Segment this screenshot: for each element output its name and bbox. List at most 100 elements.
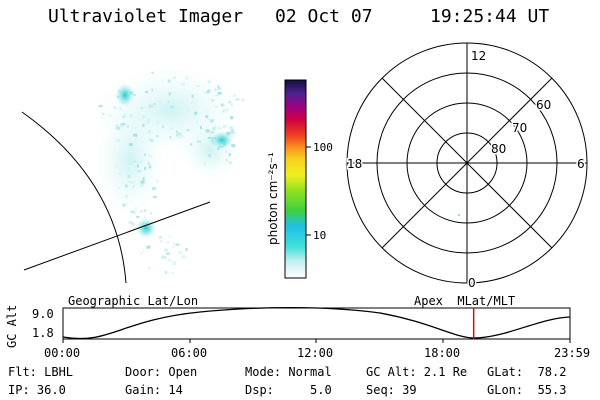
instrument-title: Ultraviolet Imager <box>48 6 244 27</box>
aurora-speckle <box>148 137 151 140</box>
aurora-speckle <box>169 135 172 139</box>
aurora-speckle <box>217 86 221 90</box>
colorbar: 100 10 photon cm⁻²s⁻¹ <box>266 79 333 279</box>
altitude-timeline <box>62 306 571 343</box>
aurora-speckle <box>169 105 173 109</box>
aurora-speckle <box>212 127 216 131</box>
date-label: 02 Oct 07 <box>275 6 373 27</box>
aurora-speckle <box>135 137 139 141</box>
aurora-speckle <box>165 271 168 275</box>
aurora-speckle <box>139 180 143 183</box>
earth-limb-line <box>21 111 127 284</box>
aurora-speckle <box>240 98 245 102</box>
aurora-speckle <box>214 105 218 108</box>
aurora-speckle <box>173 242 176 246</box>
aurora-speckle <box>124 202 128 206</box>
aurora-speckle <box>134 212 137 215</box>
status-ip: IP: 36.0 <box>8 383 66 397</box>
aurora-speckle <box>148 154 153 158</box>
aurora-speckle <box>117 172 121 175</box>
aurora-speckle <box>142 177 145 181</box>
aurora-speckle <box>228 153 231 157</box>
mlt-label-18: 18 <box>347 157 362 171</box>
aurora-speckle <box>125 194 129 198</box>
aurora-speckle <box>207 118 210 121</box>
aurora-speckle <box>185 248 188 251</box>
aurora-speckle <box>214 126 219 129</box>
x-tick-label: 12:00 <box>297 346 334 360</box>
aurora-speckle <box>137 170 142 173</box>
aurora-speckle <box>182 255 186 259</box>
aurora-speckle <box>220 103 225 107</box>
aurora-image <box>21 65 245 284</box>
aurora-speckle <box>98 105 103 108</box>
aurora-bright-spot <box>210 131 234 149</box>
aurora-speckle <box>138 164 140 167</box>
aurora-speckle <box>130 210 134 213</box>
aurora-bright-spot <box>115 83 135 107</box>
aurora-speckle <box>152 187 157 190</box>
aurora-speckle <box>167 259 172 262</box>
aurora-speckle <box>176 243 180 246</box>
aurora-speckle <box>142 123 145 127</box>
aurora-speckle <box>214 88 217 91</box>
colorbar-unit-label: photon cm⁻²s⁻¹ <box>266 152 280 245</box>
aurora-speckle <box>230 131 235 135</box>
aurora-speckle <box>235 98 240 101</box>
mlat-label-80: 80 <box>491 142 506 156</box>
polar-emission-dot <box>458 214 460 216</box>
aurora-speckle <box>135 206 138 209</box>
aurora-speckle <box>117 187 120 190</box>
aurora-speckle <box>210 120 214 123</box>
aurora-speckle <box>203 162 206 166</box>
aurora-speckle <box>159 236 162 239</box>
time-label: 19:25:44 UT <box>430 6 550 27</box>
aurora-speckle <box>151 88 154 92</box>
aurora-speckle <box>139 183 144 187</box>
aurora-speckle <box>129 114 134 118</box>
timeline-ymin: 1.8 <box>32 326 54 340</box>
timeline-apex-title: Apex MLat/MLT <box>414 294 516 308</box>
polar-diagonal <box>381 77 553 249</box>
aurora-speckle <box>132 185 135 188</box>
aurora-speckle <box>113 106 116 109</box>
aurora-speckle <box>196 85 200 87</box>
aurora-speckle <box>165 252 170 255</box>
polar-labels: 12 18 6 0 60 70 80 <box>346 48 587 292</box>
aurora-speckle <box>153 112 157 115</box>
aurora-speckle <box>160 240 162 243</box>
aurora-speckle <box>140 106 143 109</box>
aurora-speckle <box>119 167 122 171</box>
aurora-speckle <box>217 127 222 130</box>
aurora-speckle <box>152 105 155 108</box>
aurora-speckle <box>228 126 233 129</box>
aurora-speckle <box>139 160 144 164</box>
x-tick-label: 18:00 <box>424 346 461 360</box>
aurora-speckle <box>164 248 168 252</box>
aurora-speckle <box>205 115 209 119</box>
aurora-speckle <box>224 108 229 112</box>
aurora-speckle <box>122 115 125 118</box>
aurora-speckle <box>149 165 151 169</box>
aurora-speckle <box>206 90 210 94</box>
aurora-speckle <box>148 266 151 270</box>
aurora-speckle <box>176 130 179 133</box>
aurora-speckle <box>214 94 219 97</box>
aurora-speckle <box>225 150 228 154</box>
aurora-speckle <box>173 76 176 79</box>
aurora-speckle <box>209 133 214 137</box>
aurora-speckle <box>146 131 150 134</box>
status-dsp: Dsp: 5.0 <box>245 383 332 397</box>
aurora-speckle <box>178 136 181 139</box>
x-tick-label: 00:00 <box>44 346 81 360</box>
aurora-speckle <box>231 144 236 148</box>
aurora-speckle <box>167 79 171 83</box>
aurora-speckle <box>230 103 233 107</box>
aurora-speckle <box>140 180 145 184</box>
aurora-speckle <box>167 101 170 104</box>
aurora-speckle <box>102 113 105 115</box>
timeline-ymax: 9.0 <box>32 307 54 321</box>
aurora-speckle <box>115 164 118 168</box>
aurora-speckle <box>132 127 137 131</box>
meridian-line <box>23 201 211 271</box>
